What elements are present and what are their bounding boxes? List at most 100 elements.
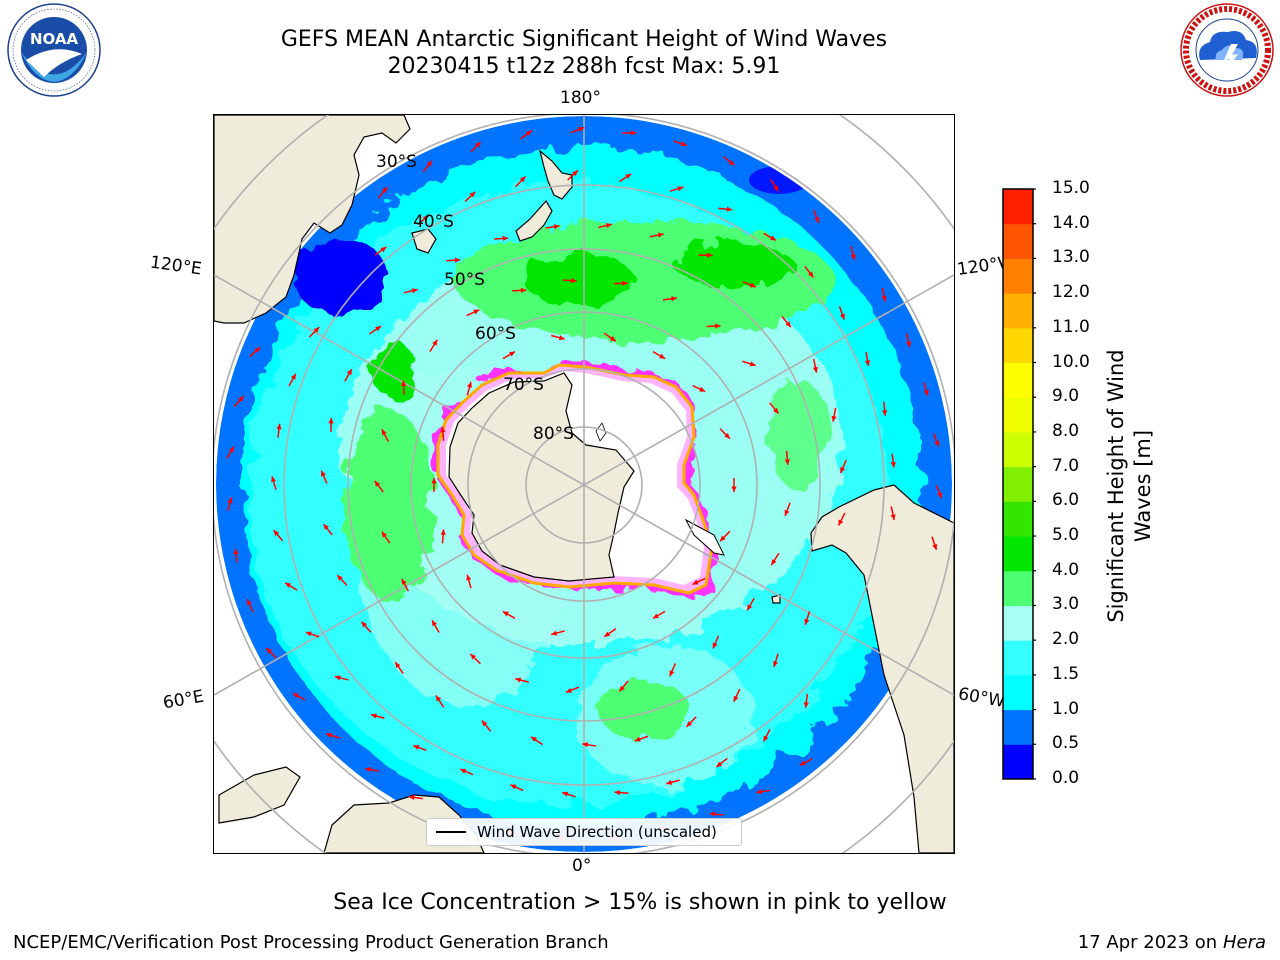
colorbar-cell — [1003, 570, 1033, 606]
colorbar-tick-label: 1.5 — [1052, 663, 1080, 684]
direction-arrow-head — [473, 309, 480, 315]
direction-arrow-head — [411, 288, 418, 294]
direction-arrow-head — [609, 336, 616, 342]
direction-arrow-head — [657, 232, 664, 238]
lat-label-70s: 70°S — [503, 375, 544, 395]
colorbar-cell — [1003, 189, 1033, 225]
direction-arrow-head — [731, 486, 737, 492]
direction-arrow-head — [831, 415, 837, 422]
footer-date-text: 17 Apr 2023 on — [1077, 932, 1223, 953]
direction-arrow-head — [525, 130, 532, 136]
colorbar-cell — [1003, 431, 1033, 468]
direction-arrow-head — [763, 735, 769, 742]
direction-arrow-head — [515, 677, 522, 683]
direction-arrow-head — [469, 191, 476, 198]
direction-arrow-head — [381, 429, 387, 436]
direction-arrow-head — [799, 760, 806, 766]
direction-arrow-head — [519, 176, 526, 183]
direction-arrow-head — [502, 611, 509, 617]
direction-arrow-head — [771, 559, 777, 566]
direction-arrow-head — [321, 470, 326, 477]
direction-arrow-head — [840, 313, 845, 320]
colorbar — [1002, 188, 1036, 780]
direction-arrow-head — [671, 296, 677, 302]
direction-arrow-head — [756, 789, 763, 795]
direction-arrow-head — [906, 341, 912, 348]
polar-map — [213, 114, 955, 854]
direction-arrow-head — [652, 613, 659, 619]
colorbar-tick-label: 0.0 — [1052, 768, 1080, 788]
colorbar-tick-label: 7.0 — [1052, 455, 1080, 476]
colorbar-cell — [1003, 709, 1033, 745]
direction-arrow-head — [290, 373, 296, 380]
direction-arrow-head — [502, 235, 509, 242]
lon-label-60w: 60°W — [956, 684, 1007, 712]
direction-arrow-head — [323, 524, 329, 530]
direction-arrow-head — [426, 160, 433, 167]
direction-arrow-head — [292, 693, 299, 699]
colorbar-tick-label: 8.0 — [1052, 420, 1080, 441]
colorbar-cell — [1003, 640, 1033, 676]
direction-arrow-head — [365, 766, 371, 773]
direction-arrow-head — [604, 631, 611, 637]
direction-arrow-head — [401, 578, 407, 585]
direction-arrow-head — [254, 347, 261, 353]
lat-label-80s: 80°S — [533, 424, 574, 444]
direction-arrow-head — [838, 519, 844, 526]
direction-arrow-head — [432, 339, 438, 346]
colorbar-tick-label: 5.0 — [1052, 525, 1080, 546]
colorbar-tick-label: 14.0 — [1052, 212, 1090, 233]
direction-arrow-head — [773, 407, 779, 414]
direction-arrow-head — [454, 257, 461, 263]
colorbar-tick-label: 9.0 — [1052, 386, 1080, 407]
direction-arrow-head — [346, 369, 352, 376]
direction-arrow-head — [328, 417, 334, 424]
direction-arrow-head — [932, 543, 938, 550]
direction-arrow-head — [440, 529, 446, 535]
direction-arrow-head — [749, 282, 756, 288]
direction-arrow-head — [934, 440, 940, 447]
direction-arrow-head — [334, 675, 341, 681]
colorbar-cell — [1003, 466, 1033, 502]
direction-arrow-head — [551, 630, 558, 636]
direction-arrow-head — [227, 497, 233, 504]
direction-arrow-head — [699, 386, 706, 392]
colorbar-cell — [1003, 362, 1033, 398]
direction-arrow-head — [808, 271, 814, 278]
direction-arrow-head — [773, 661, 779, 668]
direction-arrow-head — [666, 779, 673, 785]
colorbar-tick-label: 3.0 — [1052, 594, 1080, 615]
direction-arrow-head — [692, 579, 699, 585]
direction-arrow-head — [881, 295, 887, 302]
direction-arrow-head — [273, 530, 280, 536]
direction-arrow-head — [370, 713, 377, 719]
colorbar-cell — [1003, 223, 1033, 259]
direction-arrow-head — [305, 631, 312, 637]
colorbar-cell — [1003, 258, 1033, 294]
direction-arrow-head — [669, 670, 675, 677]
direction-arrow-head — [724, 432, 730, 439]
direction-arrow-head — [606, 222, 612, 229]
direction-arrow-head — [614, 789, 621, 796]
lon-label-60e: 60°E — [161, 686, 206, 714]
direction-arrow-head — [784, 509, 790, 516]
direction-arrow-head — [572, 170, 578, 177]
nws-logo — [1180, 3, 1274, 97]
direction-arrow-head — [440, 426, 446, 433]
direction-arrow-head — [803, 702, 809, 708]
direction-arrow-head — [773, 185, 779, 192]
legend-label: Wind Wave Direction (unscaled) — [477, 823, 717, 841]
direction-arrow-head — [470, 653, 477, 660]
colorbar-tick-label: 13.0 — [1052, 247, 1090, 268]
colorbar-cell — [1003, 744, 1033, 780]
svg-text:NOAA: NOAA — [30, 30, 79, 48]
direction-arrow-head — [784, 459, 790, 465]
direction-arrow-head — [233, 548, 239, 555]
direction-arrow-head — [558, 335, 565, 341]
direction-arrow-head — [466, 574, 472, 581]
direction-arrow-head — [474, 141, 481, 148]
direction-arrow-head — [749, 361, 756, 367]
direction-arrow-head — [247, 599, 252, 606]
colorbar-tick-label: 6.0 — [1052, 490, 1080, 511]
direction-arrow-head — [432, 620, 438, 627]
